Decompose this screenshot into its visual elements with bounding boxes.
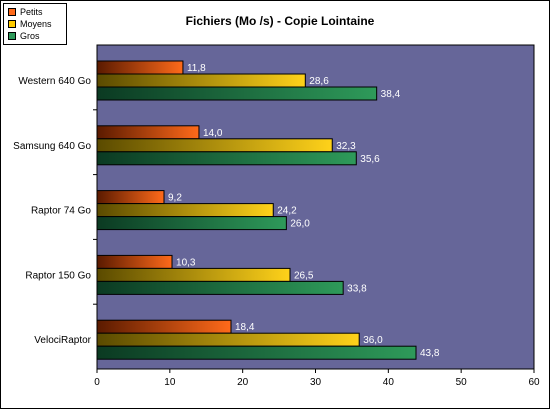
bar-moyens — [96, 332, 360, 347]
bar-petits — [96, 319, 232, 334]
bar-petits — [96, 190, 165, 205]
category-label: Raptor 150 Go — [25, 270, 91, 281]
legend-swatch-petits — [8, 8, 16, 16]
chart-legend: Petits Moyens Gros — [3, 3, 67, 45]
data-label-petits: 14,0 — [203, 128, 223, 139]
category-label: Raptor 74 Go — [31, 206, 91, 217]
x-tick-label: 10 — [164, 377, 176, 388]
x-tick-label: 60 — [528, 377, 540, 388]
data-label-gros: 33,8 — [347, 283, 367, 294]
legend-label-petits: Petits — [20, 7, 43, 17]
data-label-gros: 38,4 — [381, 89, 401, 100]
bar-moyens — [96, 267, 291, 282]
legend-swatch-moyens — [8, 20, 16, 28]
data-label-petits: 9,2 — [168, 193, 182, 204]
category-label: VelociRaptor — [34, 335, 91, 346]
category-label: Samsung 640 Go — [13, 141, 91, 152]
category-label: Western 640 Go — [18, 76, 91, 87]
chart-title: Fichiers (Mo /s) - Copie Lointaine — [185, 14, 375, 28]
data-label-petits: 10,3 — [176, 257, 196, 268]
x-tick-label: 0 — [94, 377, 100, 388]
data-label-petits: 11,8 — [187, 63, 206, 74]
legend-item-moyens: Moyens — [8, 18, 66, 30]
bar-moyens — [96, 73, 306, 88]
x-tick-label: 20 — [237, 377, 249, 388]
legend-item-gros: Gros — [8, 30, 66, 42]
data-label-gros: 35,6 — [360, 154, 380, 165]
bar-petits — [96, 254, 173, 269]
bar-petits — [96, 60, 184, 75]
data-label-gros: 43,8 — [420, 348, 440, 359]
bar-gros — [96, 151, 357, 166]
data-label-moyens: 24,2 — [277, 206, 297, 217]
bar-moyens — [96, 203, 274, 218]
data-label-petits: 18,4 — [235, 322, 255, 333]
data-label-gros: 26,0 — [290, 219, 310, 230]
x-tick-label: 40 — [383, 377, 395, 388]
bar-petits — [96, 125, 200, 140]
legend-item-petits: Petits — [8, 6, 66, 18]
data-label-moyens: 36,0 — [363, 335, 383, 346]
x-tick-label: 30 — [310, 377, 322, 388]
bar-gros — [96, 345, 417, 360]
bar-gros — [96, 280, 344, 295]
legend-label-gros: Gros — [20, 31, 40, 41]
legend-label-moyens: Moyens — [20, 19, 52, 29]
bar-moyens — [96, 138, 333, 153]
bar-gros — [96, 216, 287, 231]
data-label-moyens: 32,3 — [336, 141, 356, 152]
data-label-moyens: 28,6 — [309, 76, 329, 87]
x-tick-label: 50 — [456, 377, 468, 388]
bar-gros — [96, 86, 378, 101]
legend-swatch-gros — [8, 32, 16, 40]
data-label-moyens: 26,5 — [294, 270, 314, 281]
